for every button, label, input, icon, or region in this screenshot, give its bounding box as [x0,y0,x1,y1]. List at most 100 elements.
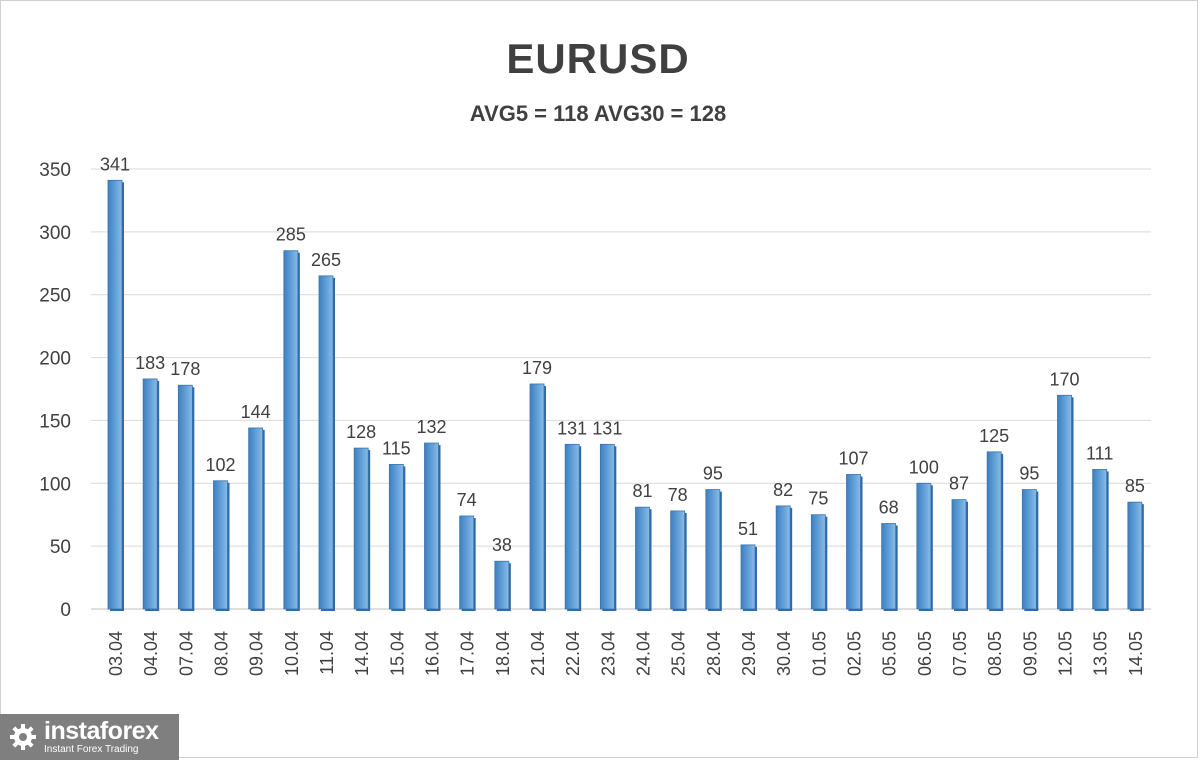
data-label: 132 [416,417,446,437]
bar [846,474,861,610]
x-tick-label: 25.04 [669,631,689,676]
data-label: 170 [1049,369,1079,389]
data-label: 265 [311,250,341,270]
data-label: 131 [592,418,622,438]
x-tick-label: 07.05 [950,631,970,676]
x-tick-label: 17.04 [458,631,478,676]
bar [951,499,967,610]
x-tick-label: 15.04 [387,631,407,676]
gear-icon [6,720,40,754]
data-label: 144 [241,402,271,422]
bar [705,489,721,610]
x-tick-label: 07.04 [176,631,196,676]
bar [986,451,1002,610]
logo-name: instaforex [44,717,159,745]
logo-tagline: Instant Forex Trading [44,744,139,755]
y-tick-label: 150 [39,411,71,432]
data-label: 38 [492,535,512,555]
bar [881,523,897,610]
data-label: 179 [522,358,552,378]
data-label: 107 [838,448,868,468]
bar [670,510,686,610]
data-label: 131 [557,418,587,438]
x-tick-label: 12.05 [1056,631,1076,676]
x-tick-label: 03.04 [106,631,126,676]
x-tick-label: 28.04 [704,631,724,676]
bar [353,447,369,610]
bar [459,515,475,610]
x-tick-label: 11.04 [317,631,337,675]
data-label: 95 [703,464,723,484]
x-tick-label: 10.04 [282,631,302,676]
y-tick-label: 250 [39,286,71,307]
x-tick-label: 14.05 [1126,631,1146,676]
bar [1092,469,1108,610]
chart-subtitle: AVG5 = 118 AVG30 = 128 [469,101,727,126]
data-label: 115 [382,438,411,458]
x-tick-label: 30.04 [774,631,794,676]
x-tick-label: 09.05 [1020,631,1040,676]
x-tick-label: 23.04 [598,631,618,676]
x-tick-label: 06.05 [915,631,935,676]
bar [248,427,264,610]
bar [1021,489,1037,610]
data-label: 68 [879,498,899,518]
y-tick-label: 50 [50,537,71,558]
data-label: 51 [738,519,758,539]
gridlines [91,168,1151,610]
bar [775,505,791,610]
instaforex-logo: instaforex Instant Forex Trading [0,714,179,760]
x-tick-label: 09.04 [247,631,267,676]
data-label: 85 [1125,476,1145,496]
x-tick-label: 22.04 [563,631,583,676]
y-tick-label: 100 [39,474,71,495]
bar [529,383,545,610]
data-label: 125 [979,426,1009,446]
data-label: 81 [632,481,652,501]
x-axis-ticks: 03.04 04.04 07.04 08.04 09.04 10.04 11.04 14.04… [106,631,1146,676]
bar [213,480,228,610]
data-label: 78 [668,485,688,505]
data-label: 128 [346,422,376,442]
bar-chart: 0 50 100 150 200 250 300 350 341 183 178 102 144 285… [39,154,1151,676]
bar [283,250,299,610]
x-tick-label: 29.04 [739,631,759,676]
x-tick-label: 01.05 [809,631,829,676]
chart-title: EURUSD [506,35,690,82]
data-label: 341 [100,154,130,174]
data-label: 111 [1086,443,1113,463]
x-tick-label: 16.04 [423,631,443,676]
data-label: 102 [205,455,235,475]
data-label: 285 [276,225,306,245]
y-tick-label: 300 [39,223,71,244]
x-tick-label: 18.04 [493,631,513,676]
data-label: 95 [1019,464,1039,484]
bar [318,275,334,610]
x-tick-label: 14.04 [352,631,372,676]
data-label: 74 [457,490,477,510]
bars [107,179,1144,612]
x-tick-label: 24.04 [634,631,654,676]
bar [424,442,439,610]
x-tick-label: 05.05 [880,631,900,676]
bar [740,544,756,610]
bar [177,384,193,610]
bar [564,443,580,610]
bar [916,482,932,610]
data-label: 100 [909,457,939,477]
y-tick-label: 350 [39,160,71,181]
x-tick-label: 02.05 [845,631,865,676]
data-label: 183 [135,353,165,373]
x-tick-label: 21.04 [528,631,548,676]
bar [107,179,123,610]
bar [599,443,615,610]
data-label: 87 [949,474,969,494]
y-tick-label: 200 [39,349,71,370]
data-label: 82 [773,480,793,500]
bar [494,560,510,610]
y-tick-label: 0 [60,600,71,621]
bar [388,464,404,610]
bar [810,514,826,610]
